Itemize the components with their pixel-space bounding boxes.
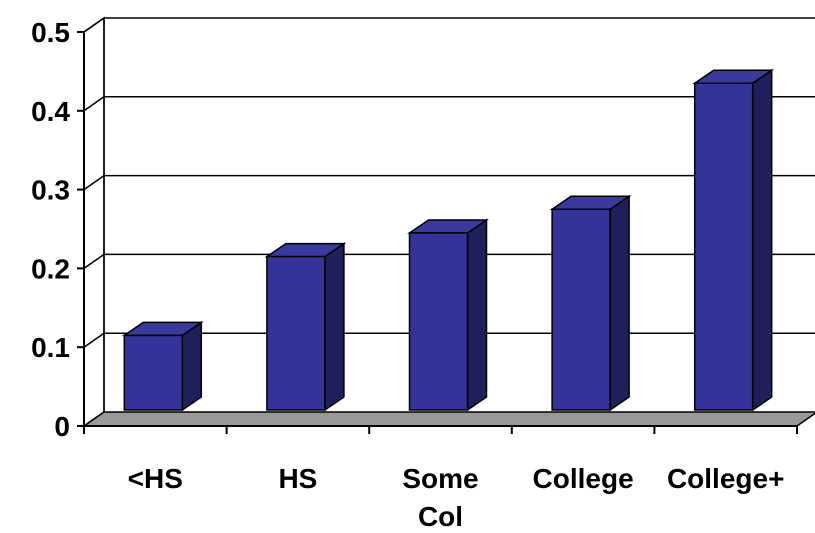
bar-side: [610, 196, 629, 410]
bar-front: [267, 257, 325, 410]
x-tick-label-line: Some: [402, 463, 478, 494]
bar: [552, 196, 629, 410]
y-tick-labels: 0 0.1 0.2 0.3 0.4 0.5: [31, 17, 70, 442]
side-wall: [84, 18, 104, 426]
bar-side: [325, 244, 344, 410]
x-tick-label: HS: [278, 463, 317, 494]
bar-front: [410, 233, 468, 410]
x-tick-label-line: HS: [278, 463, 317, 494]
bar-side: [182, 322, 201, 410]
bar: [267, 244, 344, 410]
y-tick-label: 0.3: [31, 175, 70, 206]
x-tick-label: <HS: [128, 463, 183, 494]
bar-front: [695, 83, 753, 410]
x-tick-label: Some Col: [402, 463, 478, 532]
bar: [695, 70, 772, 410]
x-tick-label-line: College+: [667, 463, 784, 494]
x-tick-label-line: <HS: [128, 463, 183, 494]
x-tick-label: College+: [667, 463, 784, 494]
x-tick-label: College: [533, 463, 634, 494]
y-tick-label: 0.2: [31, 253, 70, 284]
x-tick-label-line: Col: [418, 501, 463, 532]
bar-side: [468, 220, 487, 410]
y-tick-label: 0: [54, 411, 70, 442]
bar-front: [124, 335, 182, 410]
bar: [410, 220, 487, 410]
y-tick-label: 0.1: [31, 332, 70, 363]
floor-plane: [84, 412, 815, 426]
y-tick-label: 0.5: [31, 17, 70, 48]
x-tick-labels: <HS HS Some Col College College+: [128, 463, 785, 532]
x-tick-label-line: College: [533, 463, 634, 494]
y-tick-label: 0.4: [31, 96, 70, 127]
bar: [124, 322, 201, 410]
bar-front: [552, 209, 610, 410]
chart-floor: [84, 412, 815, 426]
bar-side: [753, 70, 772, 410]
